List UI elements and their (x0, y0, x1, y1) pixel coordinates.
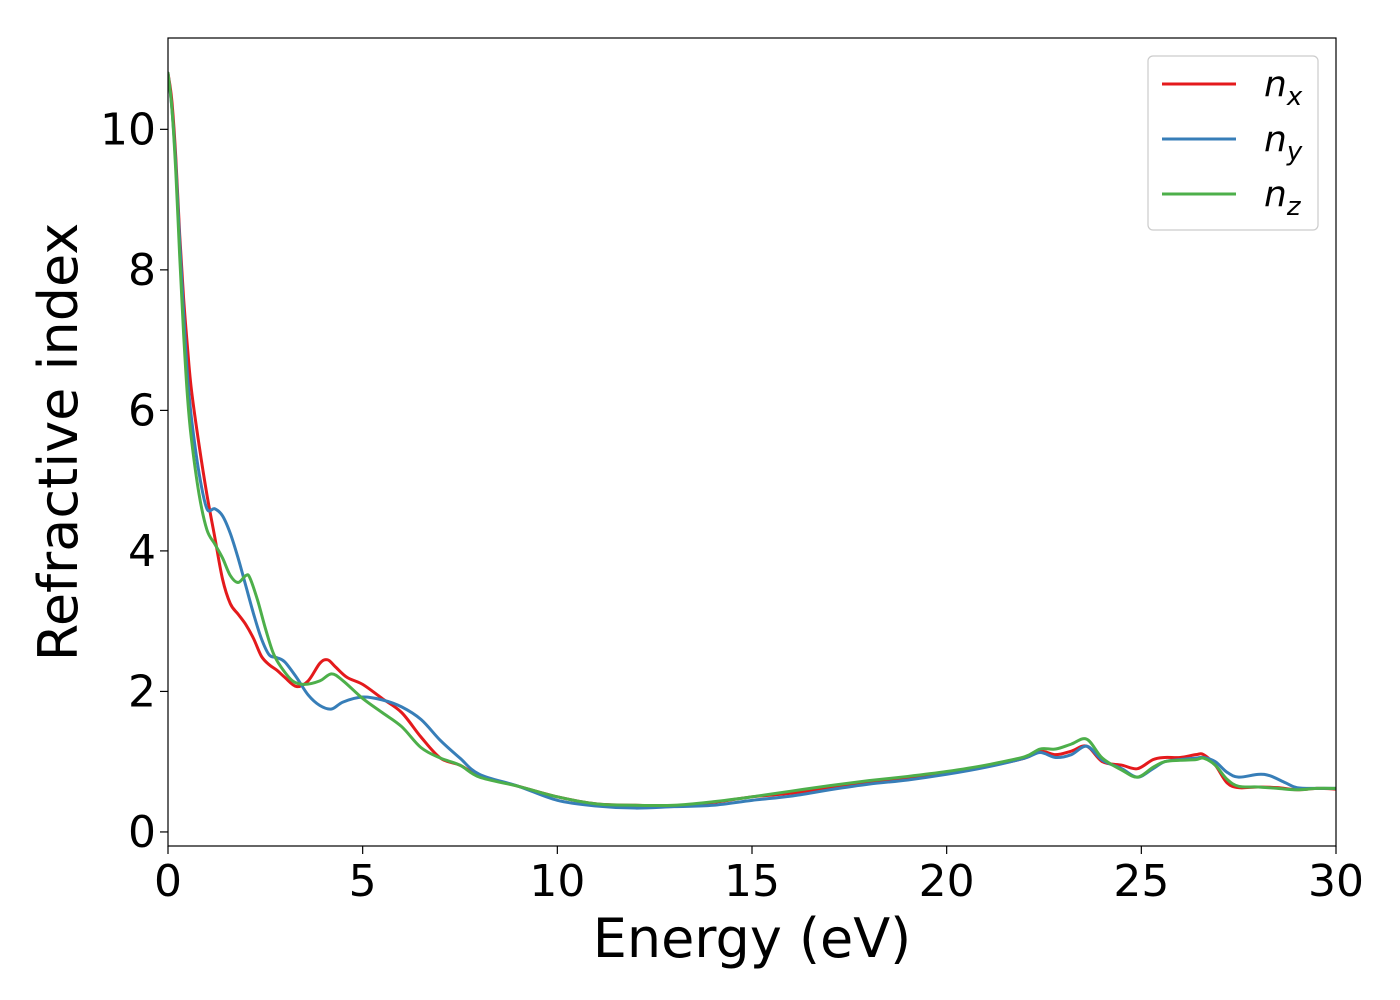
x-tick-label: 20 (919, 856, 975, 907)
legend-label-base: n (1264, 64, 1287, 105)
legend-box (1147, 55, 1319, 231)
series-layer (168, 71, 1336, 810)
x-axis-label: Energy (eV) (593, 907, 912, 970)
y-tick-label: 2 (128, 666, 156, 717)
x-tick-label: 25 (1113, 856, 1169, 907)
legend-label-subscript: z (1286, 192, 1302, 222)
series-line-nz (168, 71, 1336, 808)
legend-label-subscript: y (1286, 137, 1303, 167)
y-tick-label: 0 (128, 807, 156, 858)
legend-label-base: n (1264, 119, 1287, 160)
x-axis: 0 5 10 15 20 25 30 (154, 846, 1364, 907)
legend-label-nx: nx (1264, 64, 1303, 112)
y-tick-label: 8 (128, 245, 156, 296)
legend-label-nz: nz (1264, 174, 1302, 222)
y-tick-label: 10 (100, 104, 156, 155)
x-tick-label: 15 (724, 856, 780, 907)
x-tick-label: 30 (1308, 856, 1364, 907)
x-tick-label: 5 (349, 856, 377, 907)
x-tick-label: 0 (154, 856, 182, 907)
y-tick-label: 6 (128, 385, 156, 436)
y-axis-label: Refractive index (27, 223, 90, 662)
y-axis: 0 2 4 6 8 10 (100, 104, 168, 858)
legend-label-subscript: x (1286, 82, 1303, 112)
y-tick-label: 4 (128, 526, 156, 577)
legend-label-base: n (1264, 174, 1287, 215)
legend-label-ny: ny (1264, 119, 1303, 167)
x-tick-label: 10 (529, 856, 585, 907)
